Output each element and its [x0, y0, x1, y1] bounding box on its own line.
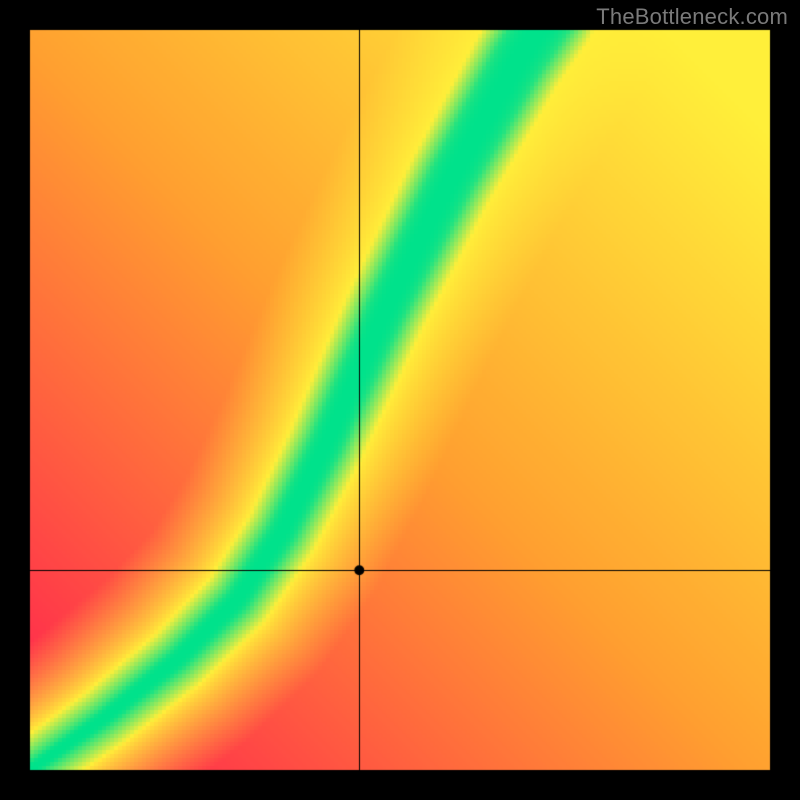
bottleneck-heatmap-canvas	[0, 0, 800, 800]
watermark-text: TheBottleneck.com	[596, 4, 788, 30]
